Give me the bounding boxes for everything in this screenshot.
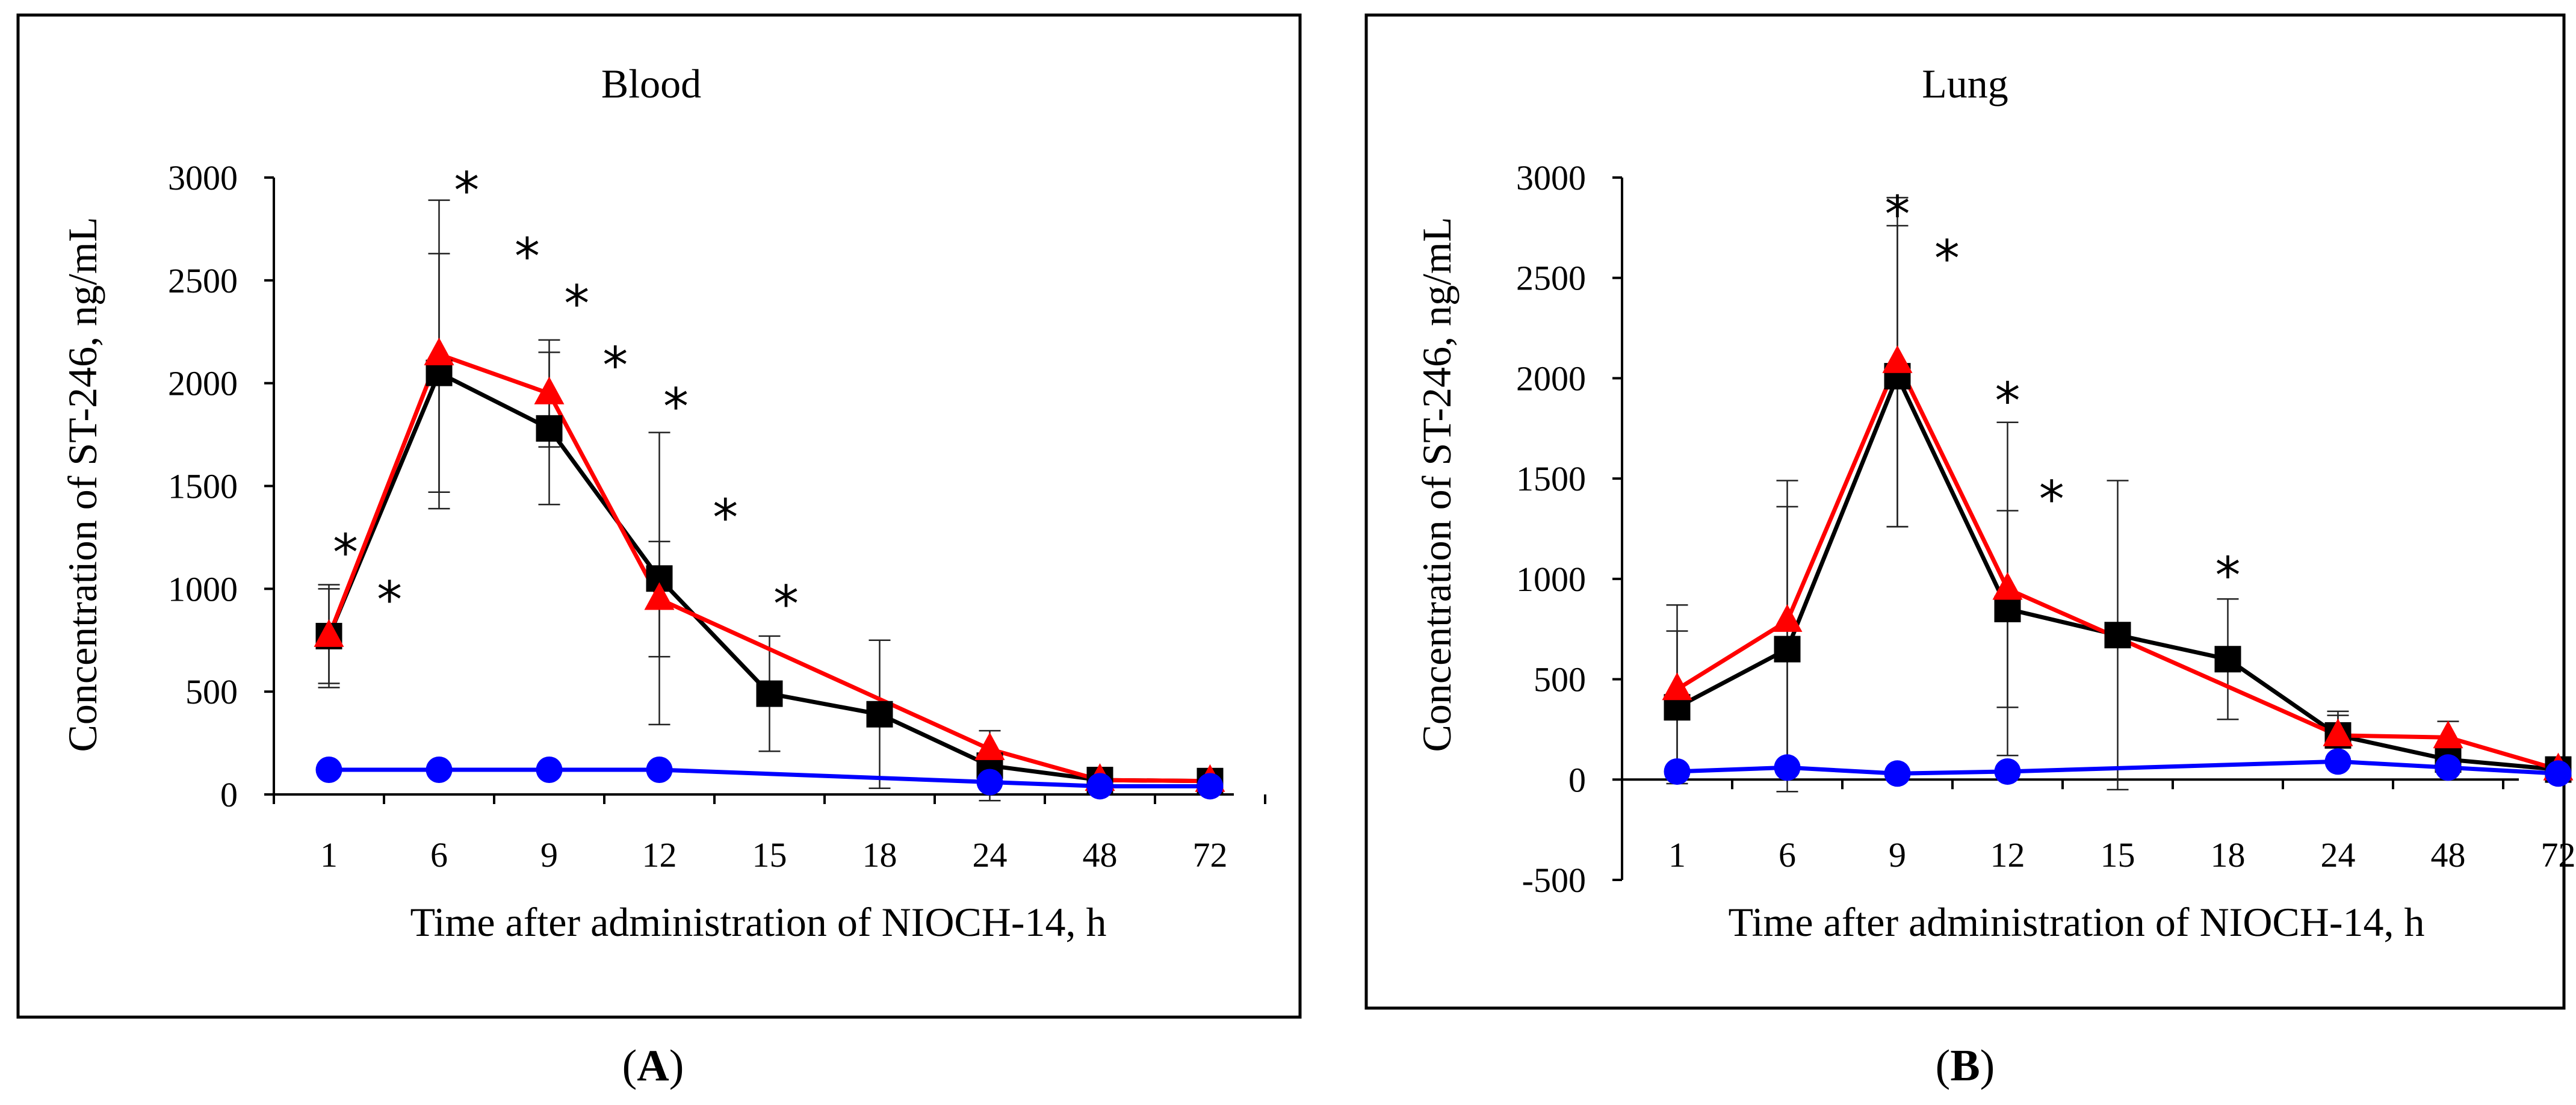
panel-b-blue-circle-point — [1884, 760, 1911, 787]
panel-a-x-tick-label: 12 — [642, 835, 677, 874]
panel-a-significance-star: * — [713, 488, 738, 547]
panel-a-y-tick-label: 500 — [185, 672, 238, 711]
panel-a-x-tick-label: 72 — [1193, 835, 1228, 874]
panel-b-significance-star: * — [1995, 371, 2020, 430]
panel-a-significance-star: * — [564, 274, 589, 333]
panel-a-y-tick-label: 1000 — [168, 569, 238, 608]
panel-a-blue-circle-point — [315, 757, 342, 783]
panel-a-x-tick-label: 6 — [430, 835, 448, 874]
panel-b: Lung -500 0 500 1000 1500 2000 2500 3000 1 6 9 12 15… — [1364, 13, 2576, 1091]
panel-a-black-square-point — [866, 701, 893, 728]
panel-b-blue-circle-point — [1774, 754, 1801, 781]
panel-b-y-tick-label: 1500 — [1516, 459, 1586, 498]
panel-a-red-triangle-point — [974, 732, 1005, 760]
panel-b-significance-star: * — [1934, 229, 1960, 288]
panel-b-red-triangle-point — [1772, 604, 1803, 632]
panel-a-xlabel: Time after administration of NIOCH-14, h — [410, 899, 1106, 945]
panel-a-x-tick-label: 18 — [862, 835, 897, 874]
panel-a-x-tick-label: 24 — [973, 835, 1008, 874]
panel-a-blue-circle-point — [646, 757, 673, 783]
panel-a-y-tick-label: 2000 — [168, 364, 238, 403]
panel-a-y-tick-label: 0 — [220, 775, 238, 814]
panel-a: Blood 0 500 1000 1500 2000 2500 3000 1 6 9 12 15 18 2… — [16, 13, 1302, 1091]
panel-b-x-tick-label: 72 — [2541, 835, 2576, 874]
panel-b-red-triangle-point — [1882, 345, 1913, 373]
panel-b-x-tick-label: 9 — [1889, 835, 1906, 874]
panel-a-x-tick-label: 15 — [752, 835, 787, 874]
panel-a-significance-star: * — [454, 161, 479, 220]
panel-b-red-triangle-point — [2433, 720, 2463, 749]
panel-b-y-tick-label: 500 — [1534, 660, 1586, 699]
panel-b-black-square-point — [1994, 595, 2021, 622]
panel-a-x-tick-label: 9 — [540, 835, 558, 874]
panel-a-significance-star: * — [515, 227, 540, 286]
panel-a-title: Blood — [601, 61, 701, 107]
panel-a-significance-star: * — [377, 570, 402, 629]
panel-b-plot: -500 0 500 1000 1500 2000 2500 3000 1 6 9 12 15 18 24 4… — [1516, 158, 2576, 900]
panel-b-y-tick-label: 1000 — [1516, 560, 1586, 599]
panel-b-x-tick-label: 18 — [2211, 835, 2246, 874]
panel-b-x-tick-label: 48 — [2431, 835, 2466, 874]
panel-b-blue-circle-point — [2324, 748, 2352, 775]
panel-a-black-square-point — [536, 415, 563, 442]
panel-a-blue-circle-point — [1197, 773, 1224, 800]
panel-b-significance-star: * — [2215, 546, 2241, 605]
panel-a-red-triangle-point — [424, 337, 454, 365]
panel-a-black-square-point — [756, 680, 783, 707]
panel-b-y-tick-label: 2000 — [1516, 359, 1586, 398]
panel-a-significance-star: * — [602, 336, 628, 395]
panel-b-blue-circle-point — [1664, 758, 1691, 785]
panel-a-caption-letter: A — [637, 1041, 669, 1091]
panel-a-x-tick-label: 48 — [1083, 835, 1118, 874]
panel-b-significance-star: * — [1885, 185, 1910, 244]
panel-b-black-square-point — [2214, 646, 2241, 673]
panel-b-xlabel: Time after administration of NIOCH-14, h — [1728, 899, 2424, 945]
panel-b-blue-circle-point — [2435, 754, 2462, 781]
panel-a-significance-star: * — [773, 574, 799, 633]
panel-a-red-triangle-point — [314, 619, 344, 647]
panel-a-blue-circle-point — [426, 757, 453, 783]
panel-b-x-tick-label: 12 — [1990, 835, 2025, 874]
panel-a-y-tick-label: 3000 — [168, 158, 238, 197]
panel-a-red-triangle-point — [534, 376, 565, 404]
panel-a-significance-star: * — [333, 523, 358, 582]
panel-a-plot: 0 500 1000 1500 2000 2500 3000 1 6 9 12 15 18 24 48 72 *… — [168, 158, 1266, 874]
panel-b-x-tick-label: 15 — [2101, 835, 2135, 874]
panel-b-black-square-point — [2104, 622, 2131, 649]
panel-b-frame — [1364, 13, 2566, 1010]
panel-b-ylabel: Concentration of ST-246, ng/mL — [1414, 217, 1460, 752]
panel-a-y-tick-label: 1500 — [168, 467, 238, 506]
panel-b-y-tick-label: 0 — [1568, 760, 1586, 799]
panel-b-x-tick-label: 1 — [1668, 835, 1686, 874]
panel-b-x-tick-label: 6 — [1779, 835, 1796, 874]
panel-a-blue-circle-point — [976, 769, 1003, 796]
panel-a-x-tick-label: 1 — [320, 835, 338, 874]
panel-a-red-triangle-point — [644, 582, 675, 610]
panel-b-y-tick-label: -500 — [1522, 861, 1586, 900]
panel-b-y-tick-label: 3000 — [1516, 158, 1586, 197]
panel-a-y-tick-label: 2500 — [168, 261, 238, 300]
panel-a-blue-circle-point — [1086, 773, 1113, 800]
panel-b-title: Lung — [1922, 61, 2008, 107]
panel-b-significance-star: * — [2039, 469, 2064, 528]
panel-b-caption-letter: B — [1950, 1041, 1980, 1091]
panel-b-red-triangle-point — [1662, 672, 1692, 701]
panel-a-blue-circle-point — [536, 757, 563, 783]
panel-b-y-tick-label: 2500 — [1516, 259, 1586, 298]
panel-a-ylabel: Concentration of ST-246, ng/mL — [60, 217, 105, 752]
panel-a-caption: (A) — [622, 1041, 684, 1091]
panel-b-blue-circle-point — [1994, 758, 2021, 785]
panel-b-x-tick-label: 24 — [2321, 835, 2356, 874]
panel-b-red-triangle-point — [1992, 572, 2023, 600]
panel-b-blue-circle-point — [2545, 760, 2572, 787]
panel-a-significance-star: * — [663, 377, 689, 436]
panel-b-caption: (B) — [1936, 1041, 1995, 1091]
panel-b-black-square-point — [1774, 636, 1801, 663]
panel-b-red-triangle-point — [2323, 718, 2353, 746]
